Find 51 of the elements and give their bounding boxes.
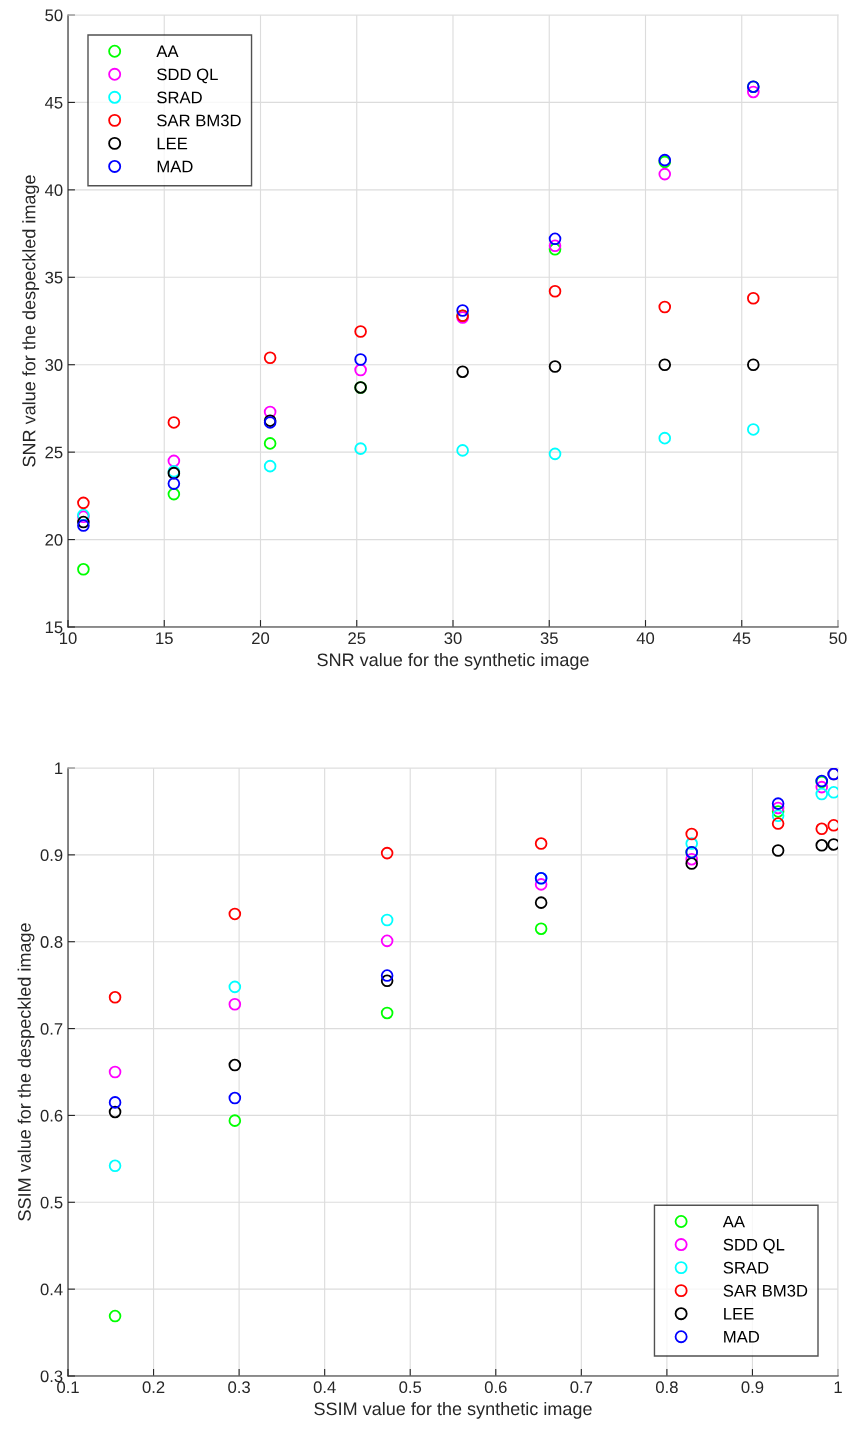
x-axis-title: SNR value for the synthetic image: [317, 652, 589, 670]
x-tick-label: 50: [829, 632, 847, 645]
legend-label: MAD: [724, 1331, 760, 1343]
x-tick-label: 0.2: [142, 1381, 165, 1394]
legend-label: SDD QL: [723, 1238, 785, 1254]
legend-label: SAR BM3D: [723, 1284, 808, 1297]
legend-label: SDD QL: [157, 68, 218, 84]
legend-label: MAD: [157, 160, 193, 173]
y-tick-label: 25: [45, 446, 63, 459]
y-tick-label: 15: [45, 621, 63, 634]
x-tick-label: 0.6: [484, 1381, 507, 1394]
y-tick-label: 40: [44, 184, 63, 197]
y-axis-title: SNR value for the despeckled image: [22, 175, 40, 467]
x-tick-label: 0.8: [655, 1381, 678, 1394]
y-tick-label: 45: [44, 97, 63, 109]
y-tick-label: 1: [55, 762, 63, 775]
legend-label: AA: [722, 1215, 745, 1228]
x-tick-label: 0.7: [570, 1381, 593, 1394]
legend-label: LEE: [157, 137, 188, 150]
y-axis-title: SSIM value for the despeckled image: [17, 923, 35, 1221]
legend-label: SRAD: [157, 91, 202, 104]
x-tick-label: 0.1: [57, 1381, 79, 1394]
y-tick-label: 20: [45, 533, 63, 546]
y-tick-label: 50: [45, 9, 63, 22]
x-tick-label: 0.5: [399, 1381, 422, 1394]
y-tick-label: 30: [45, 359, 63, 371]
y-tick-label: 0.5: [40, 1196, 63, 1209]
y-tick-label: 0.7: [40, 1022, 63, 1035]
y-tick-label: 0.8: [40, 936, 63, 948]
x-tick-label: 0.9: [741, 1381, 764, 1394]
x-tick-label: 25: [348, 632, 366, 645]
x-tick-label: 30: [444, 632, 462, 645]
y-tick-label: 0.6: [40, 1109, 63, 1122]
y-tick-label: 0.3: [40, 1370, 63, 1383]
y-tick-label: 0.4: [40, 1283, 63, 1296]
x-axis-title: SSIM value for the synthetic image: [314, 1401, 592, 1419]
x-tick-label: 10: [60, 632, 77, 645]
x-tick-label: 35: [540, 632, 558, 645]
x-tick-label: 0.4: [313, 1381, 336, 1394]
y-tick-label: 0.9: [40, 849, 63, 862]
legend-label: SAR BM3D: [157, 114, 241, 127]
x-tick-label: 15: [156, 632, 173, 645]
legend-label: SRAD: [723, 1261, 769, 1274]
legend-label: AA: [156, 45, 179, 58]
x-tick-label: 20: [252, 632, 270, 645]
x-tick-label: 45: [732, 632, 751, 645]
x-tick-label: 1: [834, 1381, 842, 1393]
legend-label: LEE: [724, 1308, 754, 1320]
x-tick-label: 0.3: [228, 1381, 250, 1394]
x-tick-label: 40: [636, 632, 655, 645]
y-tick-label: 35: [45, 271, 63, 284]
